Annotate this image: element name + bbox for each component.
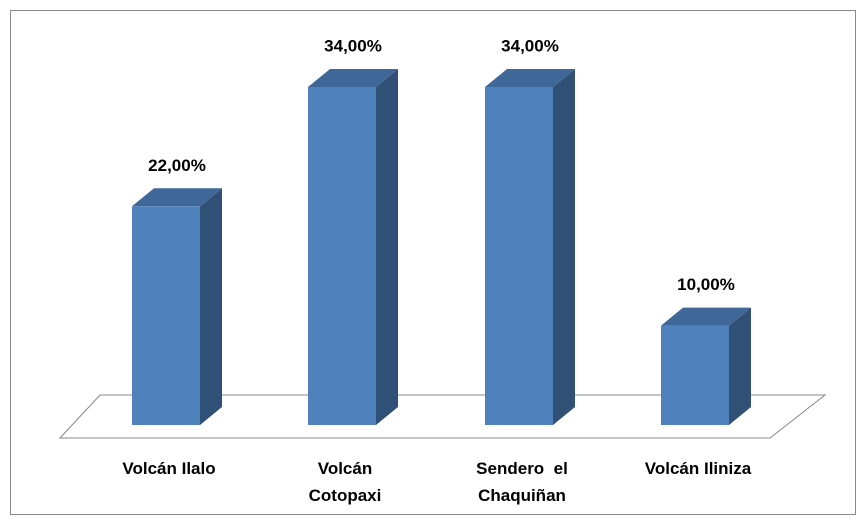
bar-side (729, 307, 751, 425)
bar (661, 325, 729, 425)
bar-side (376, 69, 398, 425)
floor (58, 394, 827, 439)
x-tick-label: Volcán Iliniza (644, 459, 752, 478)
bar-top (132, 188, 222, 207)
bar-side (553, 69, 575, 425)
bar-side (200, 188, 222, 425)
value-label: 10,00% (677, 275, 735, 294)
bar-top (308, 69, 398, 87)
value-label: 22,00% (148, 156, 206, 175)
value-label: 34,00% (324, 36, 382, 55)
bar-top (485, 69, 575, 87)
bar-top (661, 307, 751, 326)
bar (308, 87, 376, 425)
x-tick-label: Volcán Cotopaxi (308, 459, 382, 505)
x-tick-label: Volcán Ilalo (122, 459, 216, 478)
x-tick-label: Sendero el Chaquiñan (476, 459, 573, 505)
bar (485, 87, 553, 425)
value-label: 34,00% (501, 36, 559, 55)
bar (132, 206, 200, 425)
